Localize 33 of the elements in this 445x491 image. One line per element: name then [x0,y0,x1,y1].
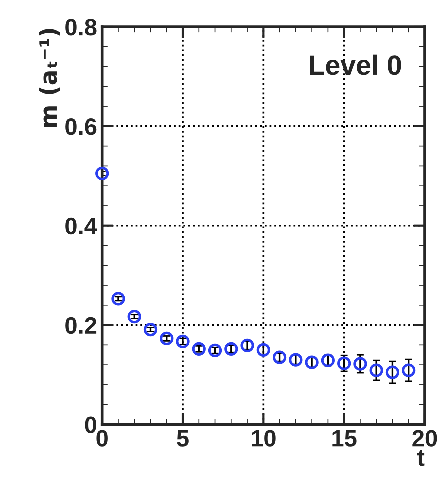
point [289,353,303,367]
x-tick-label: 10 [252,430,276,447]
point [338,356,352,370]
point [208,344,222,358]
point [176,334,190,348]
x-tick-label: 5 [177,430,189,447]
x-tick-label: 0 [96,430,108,447]
point [354,357,368,371]
point [402,364,416,378]
point [240,338,254,352]
x-tick-label: 20 [412,430,438,447]
point [370,364,384,378]
point [192,342,206,356]
point [144,322,158,337]
point [386,366,400,380]
y-tick-label: 0.4 [66,218,98,235]
point [224,342,238,356]
point [256,343,270,357]
x-tick-label: 15 [332,430,357,447]
point [305,356,319,370]
point [321,354,335,368]
point [96,166,110,180]
point [128,310,142,324]
y-axis-title: m (aₜ⁻¹) [39,29,60,128]
annotation: Level 0 [310,54,402,76]
point [272,350,287,364]
y-tick-label: 0 [85,416,97,434]
point [112,292,126,306]
y-tick-label: 0.8 [66,19,97,36]
y-tick-label: 0.2 [66,317,97,334]
point [160,332,174,346]
y-tick-label: 0.6 [66,118,97,136]
x-axis-title: t [417,450,425,466]
